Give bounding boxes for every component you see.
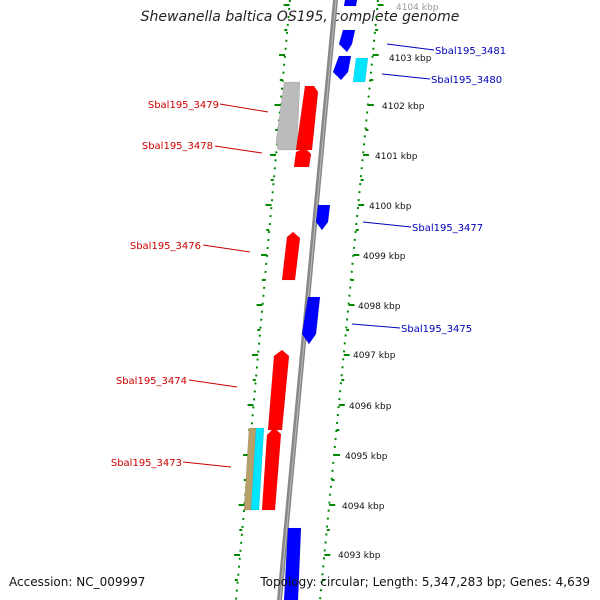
leader-3477 (362, 221, 412, 228)
kbp-label-4100: 4100 kbp (369, 202, 412, 212)
gene-sbal195-3474 (267, 349, 290, 431)
rna-cyan-3473 (250, 427, 265, 511)
kbp-label-4099: 4099 kbp (363, 252, 406, 262)
label-sbal195-3477: Sbal195_3477 (412, 223, 483, 234)
kbp-label-4098: 4098 kbp (358, 302, 401, 312)
gene-sbal195-3475 (301, 296, 321, 345)
leader-3474 (188, 379, 238, 388)
label-sbal195-3479: Sbal195_3479 (148, 100, 219, 111)
leader-3481 (386, 43, 435, 51)
kbp-label-4103: 4103 kbp (389, 54, 432, 64)
rna-cyan-3480 (352, 57, 369, 83)
kbp-label-4096: 4096 kbp (349, 402, 392, 412)
gene-label-group: Sbal195_3481 Sbal195_3480 Sbal195_3479 S… (111, 43, 506, 469)
leader-3480 (381, 73, 431, 80)
kbp-label-4102: 4102 kbp (382, 102, 425, 112)
genome-summary-text: Topology: circular; Length: 5,347,283 bp… (260, 575, 590, 589)
accession-text: Accession: NC_009997 (9, 575, 146, 589)
pseudo-grey-3479 (275, 81, 301, 151)
gene-reverse-bottom (283, 527, 302, 600)
gene-sbal195-3478 (293, 147, 312, 168)
label-sbal195-3476: Sbal195_3476 (130, 241, 201, 252)
leader-3476 (202, 244, 251, 253)
gene-sbal195-3480 (332, 55, 352, 81)
label-sbal195-3475: Sbal195_3475 (401, 324, 472, 335)
leader-3475 (351, 323, 401, 329)
label-sbal195-3478: Sbal195_3478 (142, 141, 213, 152)
leader-3479 (219, 103, 269, 113)
gene-features (243, 0, 369, 600)
kbp-label-4095: 4095 kbp (345, 452, 388, 462)
label-sbal195-3480: Sbal195_3480 (431, 75, 502, 86)
kbp-label-4104: 4104 kbp (396, 3, 439, 13)
label-sbal195-3473: Sbal195_3473 (111, 458, 182, 469)
kbp-label-4097: 4097 kbp (353, 351, 396, 361)
scale-ticks (234, 4, 384, 581)
leader-3478 (214, 145, 263, 154)
gene-sbal195-3481 (338, 29, 356, 53)
leader-3473 (182, 461, 232, 468)
gene-sbal195-3477 (315, 204, 331, 231)
kbp-label-4101: 4101 kbp (375, 152, 418, 162)
kbp-label-4093: 4093 kbp (338, 551, 381, 561)
map-title: Shewanella baltica OS195, complete genom… (140, 9, 460, 25)
gene-sbal195-3479 (295, 85, 319, 151)
gene-reverse-top (343, 0, 358, 7)
gene-sbal195-3473 (261, 427, 282, 511)
kbp-scale-labels: 4104 kbp 4103 kbp 4102 kbp 4101 kbp 4100… (338, 3, 439, 561)
label-sbal195-3474: Sbal195_3474 (116, 376, 187, 387)
gene-sbal195-3476 (281, 231, 301, 281)
kbp-label-4094: 4094 kbp (342, 502, 385, 512)
label-sbal195-3481: Sbal195_3481 (435, 46, 506, 57)
